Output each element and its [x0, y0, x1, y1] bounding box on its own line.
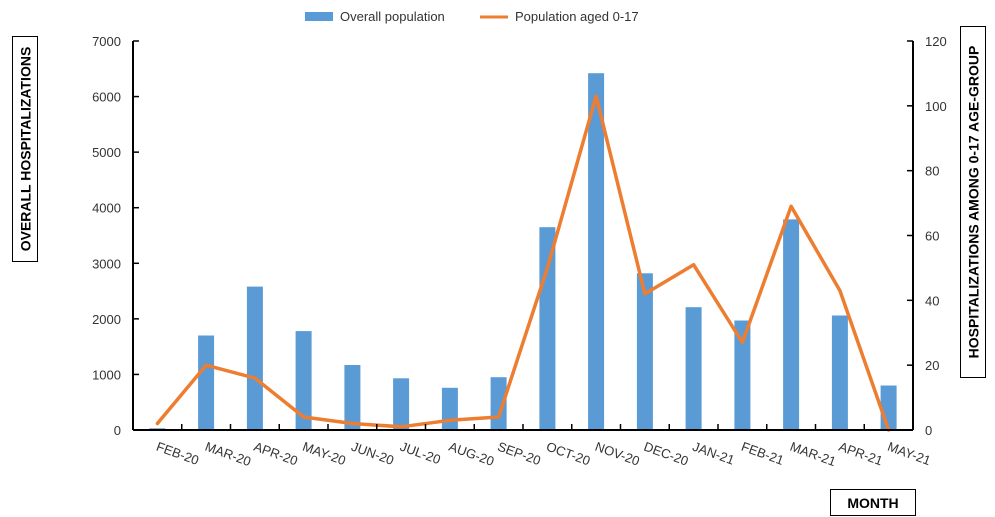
y-tick-label-left: 4000 [92, 201, 121, 216]
bar-series-overall [149, 73, 897, 430]
x-tick-label-aug-20: AUG-20 [447, 439, 496, 469]
bar-nov-20 [588, 73, 605, 430]
legend-swatch-overall [305, 12, 333, 21]
x-tick-label-jan-21: JAN-21 [691, 439, 737, 468]
bar-apr-20 [246, 286, 263, 430]
legend-label-aged-0-17: Population aged 0-17 [515, 9, 639, 24]
y-tick-label-right: 0 [925, 423, 932, 438]
x-tick-label-apr-21: APR-21 [837, 439, 885, 469]
x-tick-label-may-21: MAY-21 [886, 439, 933, 468]
x-tick-label-mar-20: MAR-20 [203, 439, 253, 469]
y-tick-label-right: 100 [925, 99, 947, 114]
y-axis-title-left: OVERALL HOSPITALIZATIONS [12, 36, 38, 262]
bar-mar-20 [198, 335, 215, 430]
y-axis-title-right: HOSPITALIZATIONS AMONG 0-17 AGE-GROUP [960, 26, 986, 378]
y-tick-label-right: 20 [925, 358, 939, 373]
bar-feb-21 [734, 320, 751, 430]
y-tick-label-right: 60 [925, 229, 939, 244]
bar-jan-21 [685, 307, 702, 430]
x-tick-label-oct-20: OCT-20 [544, 439, 592, 469]
bar-apr-21 [831, 315, 848, 430]
x-tick-label-may-20: MAY-20 [301, 439, 348, 468]
y-tick-label-left: 2000 [92, 312, 121, 327]
bar-may-20 [295, 331, 312, 430]
x-tick-label-feb-21: FEB-21 [739, 439, 786, 468]
y-tick-label-left: 6000 [92, 90, 121, 105]
x-tick-label-jun-20: JUN-20 [349, 439, 396, 468]
x-tick-label-jul-20: JUL-20 [398, 439, 443, 467]
legend-label-overall: Overall population [340, 9, 445, 24]
y-tick-label-left: 3000 [92, 256, 121, 271]
x-tick-label-dec-20: DEC-20 [642, 439, 691, 469]
y-tick-label-left: 7000 [92, 34, 121, 49]
bar-dec-20 [636, 273, 653, 430]
bar-aug-20 [441, 387, 458, 430]
bar-mar-21 [783, 219, 800, 430]
y-tick-label-right: 80 [925, 164, 939, 179]
x-tick-label-mar-21: MAR-21 [788, 439, 838, 469]
x-tick-label-feb-20: FEB-20 [154, 439, 201, 468]
x-tick-label-nov-20: NOV-20 [593, 439, 642, 469]
y-tick-label-left: 5000 [92, 145, 121, 160]
line-path-aged-0-17 [155, 94, 891, 432]
bar-jun-20 [344, 365, 361, 430]
bar-jul-20 [393, 378, 410, 430]
y-tick-label-left: 0 [114, 423, 121, 438]
x-tick-label-apr-20: APR-20 [252, 439, 300, 469]
y-tick-label-left: 1000 [92, 367, 121, 382]
x-tick-label-sep-20: SEP-20 [496, 439, 543, 468]
bar-oct-20 [539, 227, 556, 430]
bar-may-21 [880, 385, 897, 430]
line-series-aged-0-17 [155, 94, 891, 432]
x-axis-title: MONTH [830, 489, 916, 516]
y-tick-label-right: 120 [925, 34, 947, 49]
legend: Overall population Population aged 0-17 [305, 9, 639, 24]
y-tick-label-right: 40 [925, 293, 939, 308]
